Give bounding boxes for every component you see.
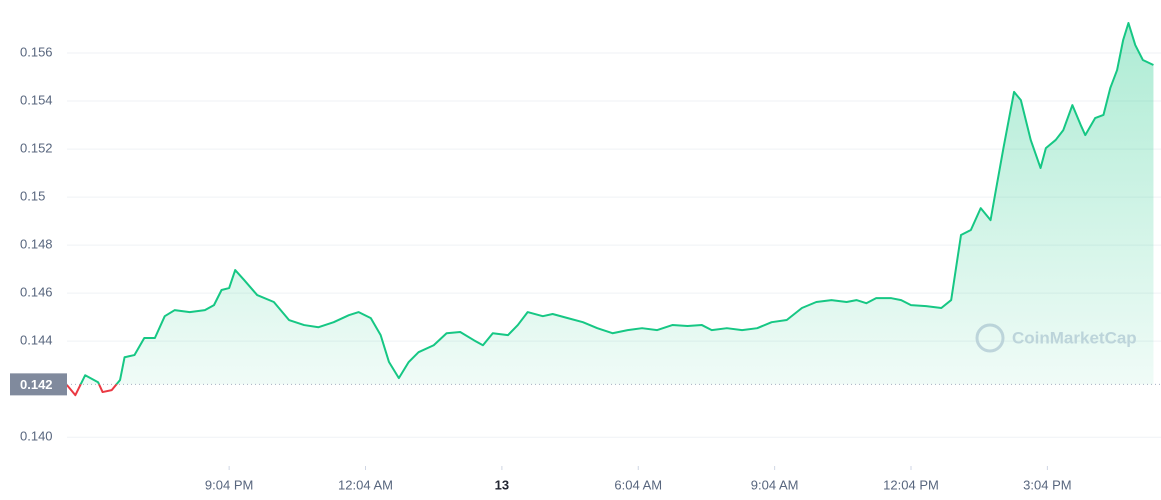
x-tick-label: 9:04 AM: [751, 477, 799, 492]
y-tick-label: 0.152: [20, 141, 53, 156]
y-tick-label: 0.15: [20, 189, 45, 204]
y-tick-label: 0.154: [20, 92, 53, 107]
x-tick-label: 12:04 PM: [883, 477, 939, 492]
y-tick-label: 0.146: [20, 285, 53, 300]
x-tick-label: 3:04 PM: [1023, 477, 1071, 492]
y-tick-label: 0.140: [20, 429, 53, 444]
reference-label: 0.142: [20, 377, 53, 392]
x-tick-label: 9:04 PM: [205, 477, 253, 492]
y-tick-label: 0.144: [20, 333, 53, 348]
x-tick-label: 13: [495, 477, 509, 492]
reference-badge: [10, 373, 67, 396]
y-tick-label: 0.148: [20, 237, 53, 252]
x-tick-label: 6:04 AM: [614, 477, 662, 492]
area: [80, 23, 1154, 385]
price-line: [79, 22, 1154, 385]
x-tick-label: 12:04 AM: [338, 477, 393, 492]
y-tick-label: 0.156: [20, 44, 53, 59]
